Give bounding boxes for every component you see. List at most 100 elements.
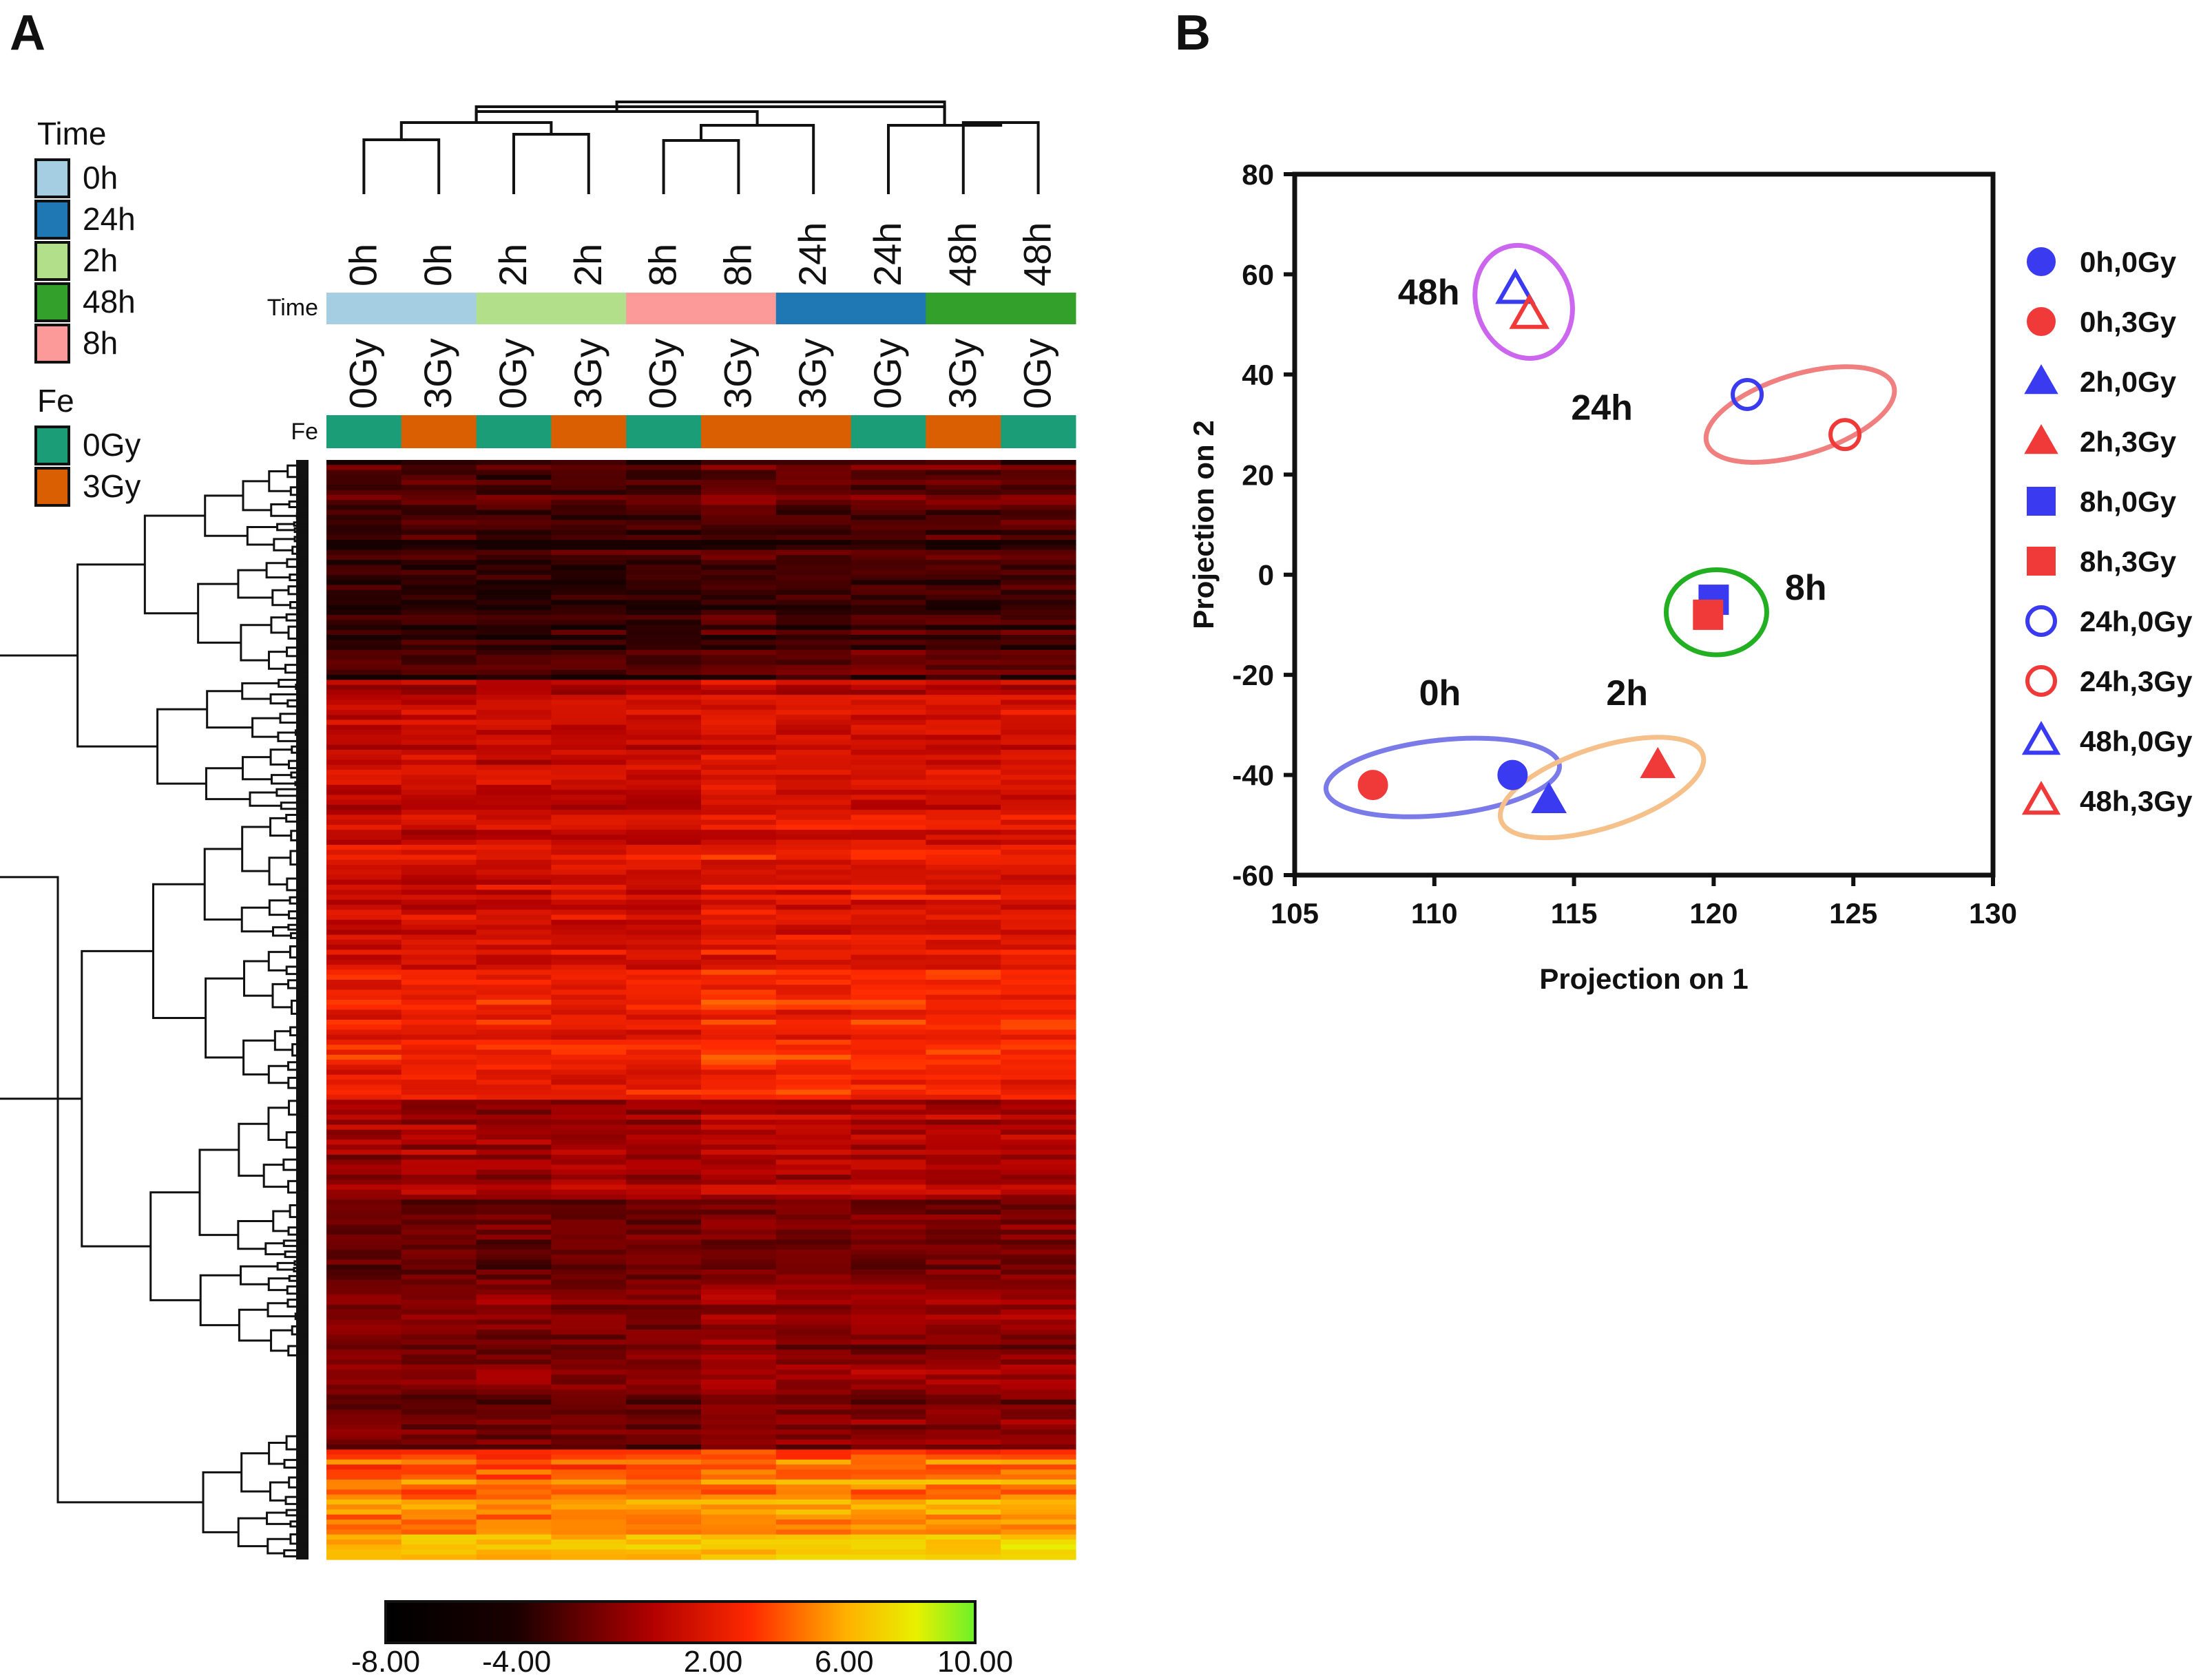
dendrogram-link: [293, 1260, 309, 1266]
dendrogram-link: [300, 1096, 309, 1106]
heatmap-cell: [851, 729, 926, 735]
x-tick-label: 110: [1411, 897, 1458, 930]
heatmap-cell: [851, 910, 926, 916]
heatmap-cell: [551, 905, 627, 910]
heatmap-cell: [626, 1199, 702, 1206]
heatmap-cell: [775, 1140, 852, 1146]
heatmap-cell: [1001, 1080, 1076, 1085]
heatmap-cell: [1001, 1149, 1076, 1155]
heatmap-cell: [851, 870, 926, 876]
heatmap-cell: [551, 505, 627, 511]
heatmap-cell: [476, 1144, 552, 1151]
heatmap-cell: [551, 965, 627, 971]
heatmap-cell: [626, 1534, 702, 1540]
time-annotation-cell: [626, 293, 702, 324]
heatmap-cell: [851, 1509, 926, 1515]
colorbar-tick-label: 10.00: [937, 1645, 1013, 1679]
heatmap-cell: [401, 784, 477, 790]
heatmap-cell: [476, 1504, 552, 1511]
heatmap-cell: [851, 1494, 926, 1500]
heatmap-cell: [775, 1344, 852, 1350]
heatmap-cell: [701, 1549, 777, 1555]
heatmap-cell: [775, 1054, 852, 1060]
heatmap-cell: [775, 649, 852, 655]
heatmap-cell: [551, 1294, 627, 1301]
heatmap-cell: [626, 799, 702, 806]
heatmap-cell: [1001, 525, 1076, 531]
heatmap-cell: [851, 885, 926, 890]
heatmap-cell: [926, 649, 1001, 655]
heatmap-cell: [1001, 989, 1076, 996]
heatmap-cell: [626, 1134, 702, 1140]
heatmap-cell: [551, 635, 627, 640]
heatmap-cell: [1001, 1425, 1076, 1430]
scatter-point: [1693, 599, 1724, 630]
heatmap-cell: [775, 790, 852, 795]
heatmap-cell: [626, 1025, 702, 1031]
dendrogram-link: [240, 624, 271, 662]
heatmap-cell: [775, 1264, 852, 1270]
heatmap-cell: [626, 1354, 702, 1361]
heatmap-cell: [626, 629, 702, 636]
heatmap-cell: [926, 939, 1001, 945]
heatmap-cell: [1001, 770, 1076, 775]
heatmap-cell: [551, 545, 627, 551]
heatmap-cell: [326, 959, 402, 965]
heatmap-cell: [476, 799, 552, 806]
heatmap-cell: [326, 460, 402, 465]
heatmap-cell: [476, 1445, 552, 1450]
heatmap-cell: [551, 534, 627, 540]
heatmap-cell: [326, 1209, 402, 1215]
heatmap-cell: [626, 1419, 702, 1425]
heatmap-cell: [551, 1204, 627, 1210]
heatmap-cell: [701, 965, 777, 971]
heatmap-cell: [1001, 1025, 1076, 1031]
heatmap-cell: [476, 1100, 552, 1106]
heatmap-cell: [326, 1120, 402, 1126]
heatmap-cell: [926, 1224, 1001, 1230]
heatmap-cell: [626, 1084, 702, 1091]
heatmap-cell: [326, 580, 402, 586]
heatmap-cell: [1001, 545, 1076, 551]
heatmap-cell: [701, 859, 777, 865]
row-dendrogram: [0, 460, 309, 1560]
heatmap-cell: [401, 1314, 477, 1321]
heatmap-cell: [626, 1549, 702, 1555]
heatmap-cell: [626, 775, 702, 781]
heatmap-cell: [626, 885, 702, 890]
heatmap-cell: [551, 1310, 627, 1315]
heatmap-cell: [851, 574, 926, 580]
heatmap-cell: [926, 554, 1001, 560]
heatmap-cell: [401, 834, 477, 841]
heatmap-cell: [551, 1389, 627, 1396]
heatmap-cell: [775, 905, 852, 910]
legend-label: 0h,0Gy: [2080, 246, 2177, 278]
heatmap-cell: [551, 1359, 627, 1365]
heatmap-cell: [401, 1229, 477, 1235]
heatmap-cell: [775, 684, 852, 691]
heatmap-cell: [1001, 839, 1076, 846]
heatmap-cell: [626, 500, 702, 505]
heatmap-cell: [476, 1290, 552, 1295]
heatmap-cell: [476, 894, 552, 901]
fe-annotation-cell: [401, 415, 477, 448]
heatmap-cell: [401, 1109, 477, 1115]
heatmap-cell: [476, 874, 552, 881]
heatmap-cell: [326, 885, 402, 890]
heatmap-cell: [626, 1244, 702, 1250]
heatmap-cell: [775, 680, 852, 686]
heatmap-cell: [401, 779, 477, 786]
heatmap-cell: [851, 1195, 926, 1200]
heatmap-cell: [926, 1219, 1001, 1226]
heatmap-cell: [551, 770, 627, 775]
heatmap-cell: [926, 930, 1001, 936]
heatmap-cell: [401, 580, 477, 586]
heatmap-cell: [1001, 510, 1076, 516]
heatmap-cell: [926, 1419, 1001, 1425]
legend-marker: [2027, 547, 2056, 576]
heatmap-cell: [401, 500, 477, 505]
heatmap-cell: [851, 549, 926, 556]
legend-marker: [2027, 247, 2056, 276]
heatmap-cell: [401, 1359, 477, 1365]
heatmap-cell: [775, 779, 852, 786]
